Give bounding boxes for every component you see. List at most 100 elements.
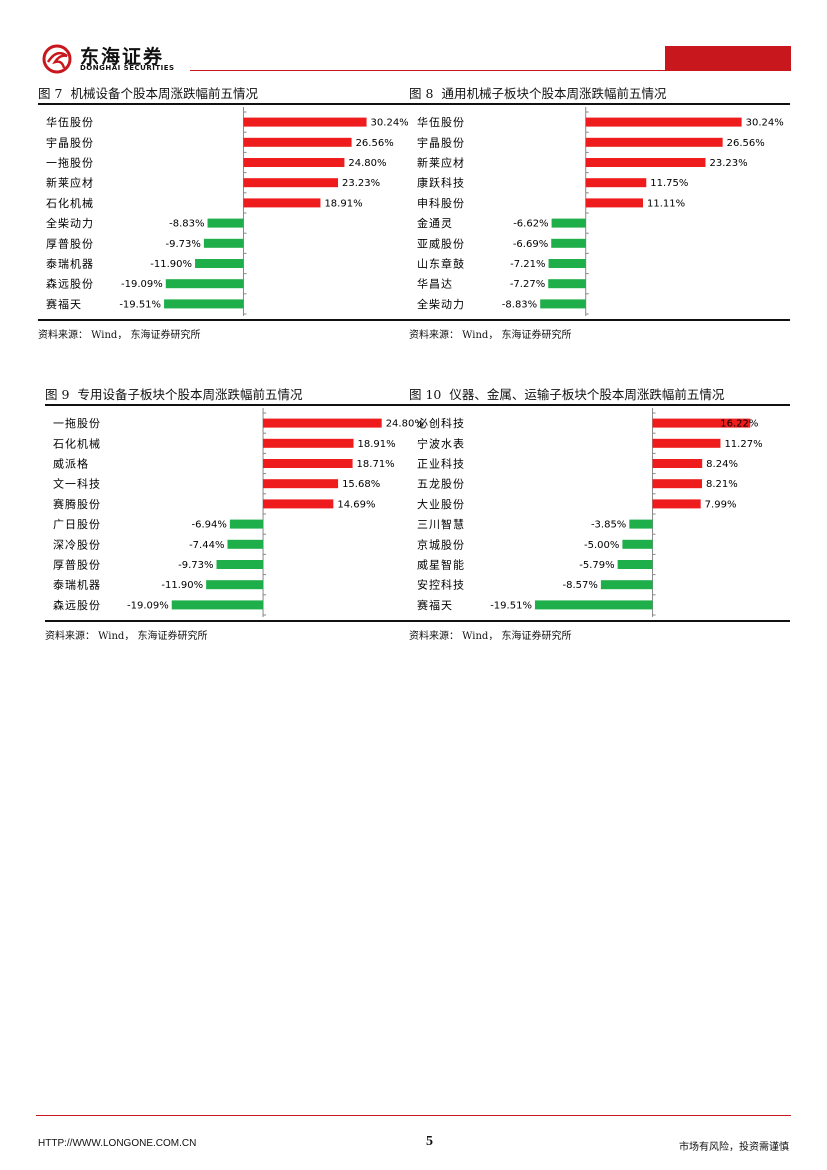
- bar-chart: 一拖股份 24.80% 石化机械 18.91% 威派格 18.71% 文一科技 15.68% 赛…: [53, 408, 424, 617]
- category-label: 赛福天: [417, 598, 453, 612]
- figure-title: 图 8 通用机械子板块个股本周涨跌幅前五情况: [409, 83, 666, 103]
- category-label: 一拖股份: [46, 156, 94, 170]
- data-label: 26.56%: [727, 138, 765, 149]
- bar: [585, 158, 706, 167]
- category-label: 京城股份: [417, 537, 465, 551]
- bar: [585, 117, 742, 127]
- category-label: 厚普股份: [46, 236, 94, 250]
- bar: [263, 438, 354, 448]
- bar: [203, 238, 244, 248]
- figure-title: 图 10 仪器、金属、运输子板块个股本周涨跌幅前五情况: [409, 384, 724, 404]
- data-label: 30.24%: [371, 118, 409, 129]
- title-rule: [45, 404, 426, 406]
- data-label: 30.24%: [746, 118, 784, 129]
- source-rule: [38, 319, 419, 321]
- bar: [263, 459, 353, 468]
- bar: [534, 600, 653, 610]
- category-label: 威派格: [53, 457, 89, 471]
- figure-title: 图 9 专用设备子板块个股本周涨跌幅前五情况: [45, 384, 302, 404]
- title-rule: [409, 404, 790, 406]
- category-label: 全柴动力: [417, 297, 465, 311]
- category-label: 深冷股份: [53, 538, 101, 551]
- category-label: 三川智慧: [417, 517, 465, 531]
- bar: [229, 519, 264, 529]
- data-label: -5.00%: [584, 540, 619, 551]
- data-label: -6.69%: [513, 239, 548, 250]
- data-label: 11.75%: [650, 178, 688, 189]
- bar: [243, 198, 321, 208]
- data-label: -19.51%: [119, 299, 161, 310]
- bar: [652, 499, 701, 509]
- category-label: 威星智能: [417, 558, 465, 572]
- figure-number: 图 7: [38, 86, 63, 101]
- figure-number: 图 10: [409, 387, 442, 402]
- figure-caption: 通用机械子板块个股本周涨跌幅前五情况: [441, 86, 667, 101]
- bar: [207, 218, 244, 228]
- category-label: 赛福天: [46, 297, 82, 311]
- data-label: -9.73%: [165, 239, 200, 250]
- data-label: -3.85%: [591, 520, 626, 531]
- category-label: 华伍股份: [46, 115, 94, 129]
- data-label: -8.57%: [562, 580, 597, 591]
- category-label: 广日股份: [53, 518, 101, 531]
- source-rule: [409, 620, 790, 622]
- header-divider: [190, 70, 665, 71]
- category-label: 文一科技: [53, 477, 101, 491]
- bar: [263, 479, 339, 489]
- category-label: 山东章鼓: [417, 257, 465, 271]
- category-label: 泰瑞机器: [53, 578, 101, 592]
- figure-caption: 专用设备子板块个股本周涨跌幅前五情况: [77, 387, 303, 402]
- bar-chart: 华伍股份 30.24% 宇晶股份 26.56% 新莱应材 23.23% 康跃科技 11.75%…: [417, 107, 784, 316]
- bar: [622, 539, 653, 549]
- data-label: -6.62%: [513, 219, 548, 230]
- category-label: 泰瑞机器: [46, 257, 94, 271]
- header-brand-bar: [665, 46, 791, 71]
- category-label: 正业科技: [417, 457, 465, 471]
- data-label: -11.90%: [150, 259, 192, 270]
- logo-english-name: DONGHAI SECURITIES: [80, 64, 175, 72]
- category-label: 金通灵: [417, 216, 453, 230]
- figure-number: 图 9: [45, 387, 70, 402]
- bar: [652, 479, 703, 489]
- bar: [652, 459, 703, 468]
- bar: [617, 560, 653, 569]
- category-label: 申科股份: [417, 196, 465, 210]
- data-label: 16.22%: [720, 419, 758, 430]
- bar: [540, 299, 586, 309]
- bar: [585, 198, 643, 208]
- page-number: 5: [426, 1134, 433, 1149]
- category-label: 厚普股份: [53, 558, 101, 572]
- category-label: 五龙股份: [417, 478, 465, 491]
- bar: [551, 218, 586, 228]
- bar: [263, 499, 334, 509]
- category-label: 新莱应材: [417, 156, 465, 170]
- bar: [585, 137, 723, 147]
- figure-10-panel: 图 10 仪器、金属、运输子板块个股本周涨跌幅前五情况 必创科技 16.22% 宁波水…: [409, 384, 790, 644]
- bar-chart: 华伍股份 30.24% 宇晶股份 26.56% 一拖股份 24.80% 新莱应材 23.23%…: [46, 107, 409, 316]
- figure-caption: 机械设备个股本周涨跌幅前五情况: [70, 86, 258, 101]
- data-label: -8.83%: [502, 299, 537, 310]
- footer-website-link[interactable]: HTTP://WWW.LONGONE.COM.CN: [38, 1138, 197, 1149]
- data-label: -19.09%: [127, 600, 169, 611]
- bar: [227, 539, 264, 549]
- data-label: -7.27%: [510, 279, 545, 290]
- bar: [652, 418, 751, 428]
- figure-caption: 仪器、金属、运输子板块个股本周涨跌幅前五情况: [449, 387, 725, 402]
- data-label: -7.21%: [510, 259, 545, 270]
- category-label: 宇晶股份: [46, 136, 94, 149]
- category-label: 必创科技: [417, 416, 465, 430]
- data-label: 11.11%: [647, 198, 685, 209]
- data-label: 24.80%: [348, 158, 386, 169]
- category-label: 华昌达: [417, 277, 453, 291]
- category-label: 宁波水表: [417, 436, 465, 450]
- bar: [629, 519, 653, 529]
- data-label: -19.51%: [490, 600, 532, 611]
- bar: [171, 600, 264, 610]
- bar: [263, 418, 382, 428]
- bar: [206, 580, 264, 590]
- company-logo: 东海证券 DONGHAI SECURITIES: [40, 40, 200, 76]
- category-label: 华伍股份: [417, 115, 465, 129]
- data-label: 18.91%: [358, 439, 396, 450]
- bar: [548, 279, 586, 289]
- category-label: 石化机械: [46, 196, 94, 210]
